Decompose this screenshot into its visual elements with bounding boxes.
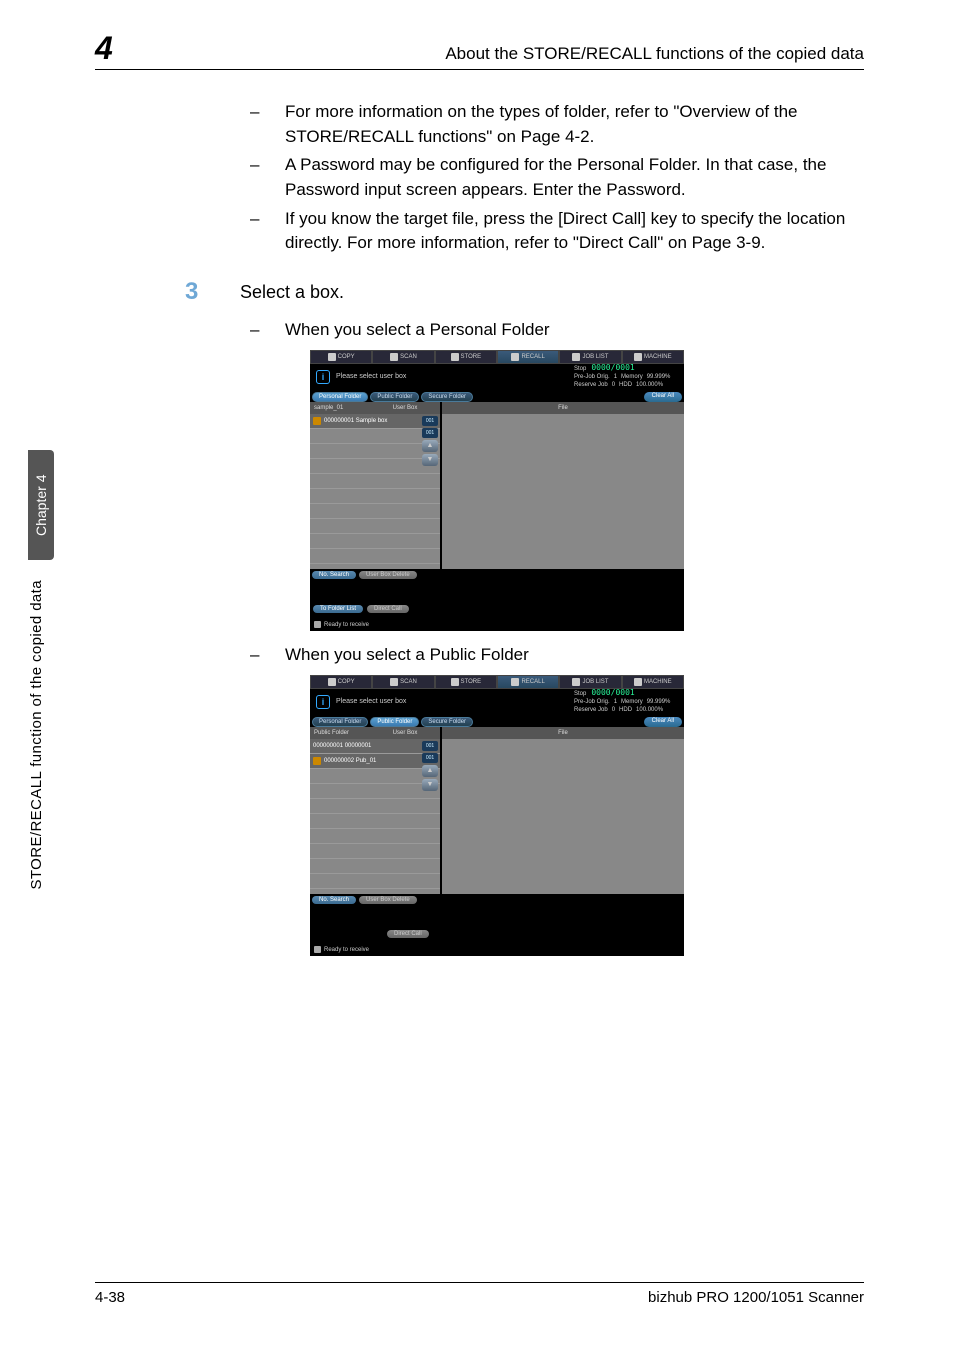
tab-machine[interactable]: MACHINE xyxy=(622,675,684,689)
userbox-row[interactable] xyxy=(310,769,440,784)
intro-bullet: For more information on the types of fol… xyxy=(250,100,854,149)
userbox-row[interactable] xyxy=(310,489,440,504)
intro-bullet: A Password may be configured for the Per… xyxy=(250,153,854,202)
userbox-header: User Box xyxy=(370,405,440,411)
userbox-row[interactable]: 000000002 Pub_01 xyxy=(310,754,440,769)
userbox-delete-button[interactable]: User Box Delete xyxy=(359,571,417,579)
folder-tab-public[interactable]: Public Folder xyxy=(370,717,419,727)
page-indicator: 001 xyxy=(422,416,438,426)
step-row: 3 Select a box. xyxy=(185,278,864,306)
tab-scan[interactable]: SCAN xyxy=(372,350,434,364)
tab-machine[interactable]: MACHINE xyxy=(622,350,684,364)
folder-icon xyxy=(313,757,321,765)
chapter-number: 4 xyxy=(95,30,113,67)
scroll-down-button[interactable]: ▼ xyxy=(422,454,438,466)
folder-tab-personal[interactable]: Personal Folder xyxy=(312,717,368,727)
file-list xyxy=(442,739,684,894)
screenshot-personal: COPY SCAN STORE RECALL JOB LIST MACHINE … xyxy=(310,350,684,631)
tab-scan[interactable]: SCAN xyxy=(372,675,434,689)
sub-bullet-list: When you select a Public Folder xyxy=(250,645,864,665)
userbox-row[interactable] xyxy=(310,799,440,814)
scroll-down-button[interactable]: ▼ xyxy=(422,779,438,791)
no-search-button[interactable]: No. Search xyxy=(312,571,356,579)
userbox-row[interactable]: 000000001 Sample box xyxy=(310,414,440,429)
sub-bullet-public: When you select a Public Folder xyxy=(250,645,864,665)
tab-copy[interactable]: COPY xyxy=(310,675,372,689)
status-text: Ready to receive xyxy=(324,622,369,628)
direct-call-button[interactable]: Direct Call xyxy=(367,605,409,613)
userbox-header: User Box xyxy=(370,730,440,736)
lock-icon xyxy=(314,621,321,628)
step-text: Select a box. xyxy=(240,278,344,306)
header-title: About the STORE/RECALL functions of the … xyxy=(445,44,864,64)
folder-tab-secure[interactable]: Secure Folder xyxy=(421,717,473,727)
intro-bullet: If you know the target file, press the [… xyxy=(250,207,854,256)
userbox-row[interactable] xyxy=(310,859,440,874)
userbox-row[interactable] xyxy=(310,519,440,534)
folder-tab-public[interactable]: Public Folder xyxy=(370,392,419,402)
side-title: STORE/RECALL function of the copied data xyxy=(28,580,45,890)
scroll-up-button[interactable]: ▲ xyxy=(422,765,438,777)
userbox-row[interactable] xyxy=(310,549,440,564)
tab-store[interactable]: STORE xyxy=(435,675,497,689)
userbox-row[interactable] xyxy=(310,429,440,444)
userbox-row[interactable] xyxy=(310,814,440,829)
left-header: sample_01 xyxy=(310,405,370,411)
file-header: File xyxy=(442,727,684,739)
tab-copy[interactable]: COPY xyxy=(310,350,372,364)
intro-bullet-list: For more information on the types of fol… xyxy=(250,100,854,256)
tab-joblist[interactable]: JOB LIST xyxy=(559,350,621,364)
userbox-row[interactable] xyxy=(310,829,440,844)
direct-call-button[interactable]: Direct Call xyxy=(387,930,429,938)
info-text: Please select user box xyxy=(336,373,406,380)
folder-tab-personal[interactable]: Personal Folder xyxy=(312,392,368,402)
no-search-button[interactable]: No. Search xyxy=(312,896,356,904)
userbox-row[interactable] xyxy=(310,504,440,519)
chapter-tab: Chapter 4 xyxy=(28,450,54,560)
tab-recall[interactable]: RECALL xyxy=(497,350,559,364)
counter: 0000/0001 xyxy=(591,363,634,372)
screenshot-public: COPY SCAN STORE RECALL JOB LIST MACHINE … xyxy=(310,675,684,956)
scroll-up-button[interactable]: ▲ xyxy=(422,440,438,452)
info-icon: i xyxy=(316,370,330,384)
userbox-row[interactable] xyxy=(310,844,440,859)
status-text: Ready to receive xyxy=(324,947,369,953)
file-list xyxy=(442,414,684,569)
folder-icon xyxy=(313,417,321,425)
to-folder-list-button[interactable]: To Folder List xyxy=(313,605,363,613)
page-indicator: 001 xyxy=(422,428,438,438)
tab-store[interactable]: STORE xyxy=(435,350,497,364)
info-text: Please select user box xyxy=(336,698,406,705)
clear-all-button[interactable]: Clear All xyxy=(644,717,682,727)
sub-bullet-list: When you select a Personal Folder xyxy=(250,320,864,340)
clear-all-button[interactable]: Clear All xyxy=(644,392,682,402)
info-icon: i xyxy=(316,695,330,709)
userbox-row[interactable] xyxy=(310,874,440,889)
page-footer: 4-38 bizhub PRO 1200/1051 Scanner xyxy=(95,1282,864,1306)
step-number: 3 xyxy=(185,278,240,306)
userbox-row[interactable] xyxy=(310,459,440,474)
userbox-row[interactable] xyxy=(310,784,440,799)
left-header: Public Folder xyxy=(310,730,370,736)
userbox-delete-button[interactable]: User Box Delete xyxy=(359,896,417,904)
page-indicator: 001 xyxy=(422,753,438,763)
page-header: 4 About the STORE/RECALL functions of th… xyxy=(95,30,864,70)
userbox-row[interactable] xyxy=(310,444,440,459)
lock-icon xyxy=(314,946,321,953)
userbox-row[interactable] xyxy=(310,534,440,549)
folder-tab-secure[interactable]: Secure Folder xyxy=(421,392,473,402)
tab-joblist[interactable]: JOB LIST xyxy=(559,675,621,689)
page-number: 4-38 xyxy=(95,1289,125,1306)
product-name: bizhub PRO 1200/1051 Scanner xyxy=(648,1289,864,1306)
sub-bullet-personal: When you select a Personal Folder xyxy=(250,320,864,340)
userbox-row[interactable]: 000000001 00000001 xyxy=(310,739,440,754)
counter: 0000/0001 xyxy=(591,688,634,697)
tab-recall[interactable]: RECALL xyxy=(497,675,559,689)
page-indicator: 001 xyxy=(422,741,438,751)
file-header: File xyxy=(442,402,684,414)
userbox-row[interactable] xyxy=(310,474,440,489)
